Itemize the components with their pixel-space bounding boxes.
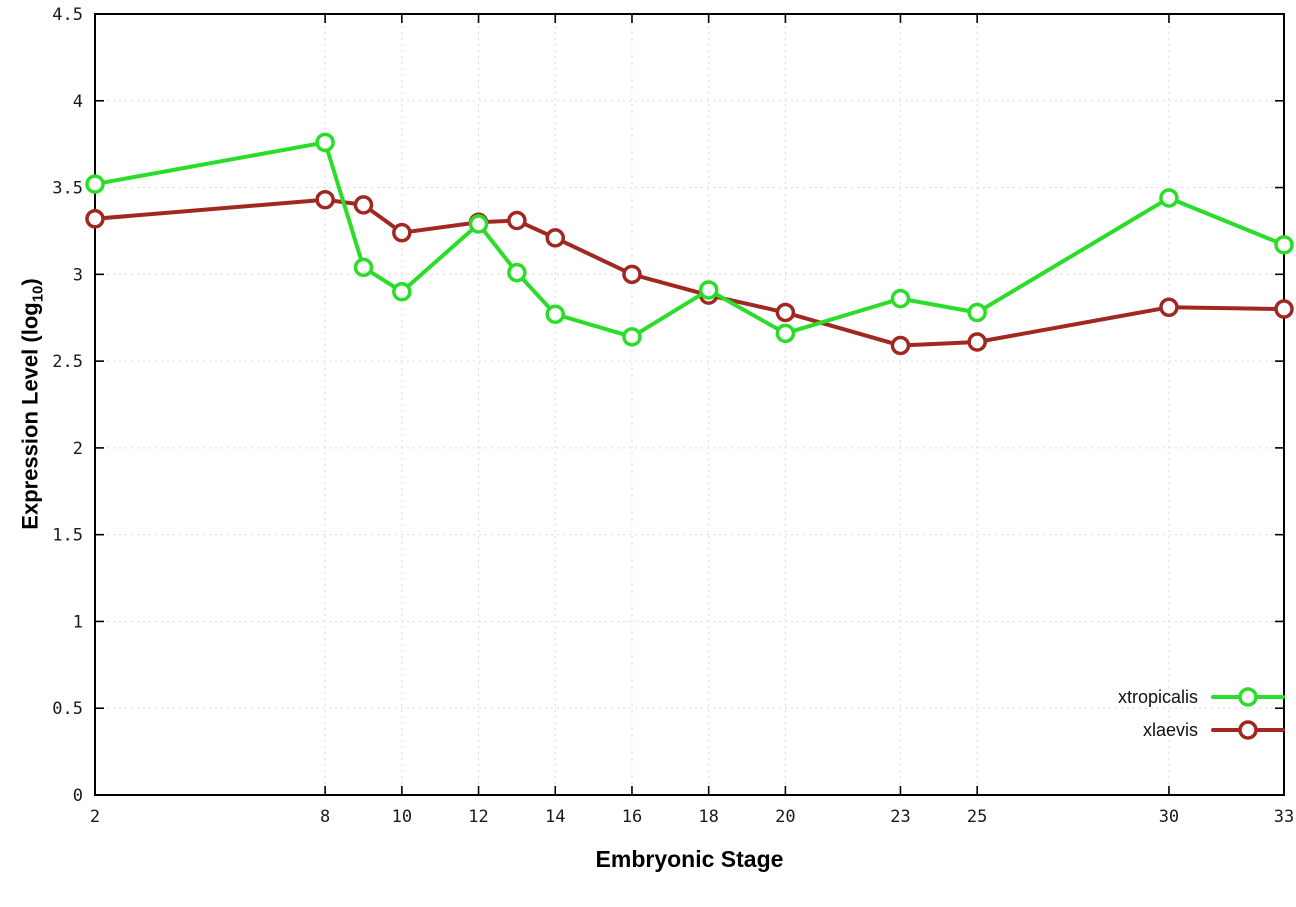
x-tick-label: 16 bbox=[622, 807, 642, 827]
y-tick-label: 1 bbox=[73, 612, 83, 632]
x-tick-label: 23 bbox=[890, 807, 910, 827]
y-tick-label: 4.5 bbox=[52, 5, 83, 25]
marker-xlaevis bbox=[1274, 299, 1294, 319]
legend-label-xlaevis: xlaevis bbox=[1142, 719, 1198, 740]
legend-sample-xtropicalis bbox=[1211, 687, 1285, 707]
marker-xtropicalis bbox=[698, 280, 719, 300]
y-tick-label: 3 bbox=[73, 265, 83, 285]
x-tick-label: 8 bbox=[320, 807, 330, 827]
y-axis-title-text: Expression Level (log bbox=[17, 302, 43, 530]
marker-xtropicalis bbox=[315, 132, 335, 153]
marker-xtropicalis bbox=[890, 288, 911, 309]
y-axis-title-suffix: ) bbox=[17, 278, 43, 286]
series-line-xtropicalis bbox=[93, 140, 1286, 339]
marker-xlaevis bbox=[315, 189, 335, 210]
x-tick-label: 10 bbox=[392, 807, 412, 827]
legend-item-xlaevis: xlaevis bbox=[1143, 717, 1286, 743]
marker-xtropicalis bbox=[353, 257, 374, 278]
x-tick-label: 18 bbox=[698, 807, 718, 827]
marker-xtropicalis bbox=[392, 281, 412, 302]
x-tick-label: 20 bbox=[775, 807, 795, 827]
y-axis-title-subscript: 10 bbox=[29, 285, 47, 303]
legend-label-xtropicalis: xtropicalis bbox=[1117, 686, 1198, 707]
x-tick-label: 33 bbox=[1274, 807, 1294, 827]
y-tick-label: 2 bbox=[73, 439, 83, 459]
marker-xlaevis bbox=[1159, 297, 1179, 318]
y-tick-label: 1.5 bbox=[52, 526, 83, 546]
marker-xtropicalis bbox=[468, 214, 489, 234]
marker-xtropicalis bbox=[507, 262, 527, 283]
x-axis-title: Embryonic Stage bbox=[595, 846, 784, 872]
x-tick-label: 30 bbox=[1159, 807, 1179, 827]
legend: xtropicalis xlaevis bbox=[1118, 684, 1286, 743]
marker-xtropicalis bbox=[1274, 235, 1294, 255]
marker-xtropicalis bbox=[1159, 188, 1179, 208]
marker-xlaevis bbox=[622, 264, 642, 285]
x-tick-label: 12 bbox=[468, 807, 488, 827]
marker-xlaevis bbox=[775, 302, 796, 323]
marker-xtropicalis bbox=[775, 323, 796, 344]
y-tick-label: 0 bbox=[73, 786, 83, 806]
x-tick-label: 14 bbox=[545, 807, 565, 827]
y-tick-label: 2.5 bbox=[52, 352, 83, 372]
marker-xtropicalis bbox=[967, 302, 987, 323]
y-axis-title: Expression Level (log10) bbox=[17, 278, 46, 529]
y-tick-label: 0.5 bbox=[52, 699, 83, 719]
plot-border bbox=[94, 13, 1285, 796]
x-tick-label: 25 bbox=[967, 807, 987, 827]
marker-xlaevis bbox=[507, 210, 527, 231]
legend-item-xtropicalis: xtropicalis bbox=[1118, 684, 1286, 710]
x-tick-label: 2 bbox=[90, 807, 100, 827]
y-tick-label: 4 bbox=[73, 92, 83, 112]
marker-xlaevis bbox=[890, 335, 911, 356]
marker-xlaevis bbox=[392, 222, 412, 243]
marker-xtropicalis bbox=[85, 174, 105, 194]
series-line-xlaevis bbox=[93, 197, 1286, 348]
marker-xtropicalis bbox=[545, 304, 566, 325]
y-tick-label: 3.5 bbox=[52, 179, 83, 199]
marker-xlaevis bbox=[545, 228, 566, 248]
marker-xlaevis bbox=[967, 332, 987, 352]
legend-sample-xlaevis bbox=[1211, 720, 1285, 740]
marker-xtropicalis bbox=[622, 327, 642, 347]
marker-xlaevis bbox=[353, 195, 374, 215]
marker-xlaevis bbox=[85, 209, 105, 229]
